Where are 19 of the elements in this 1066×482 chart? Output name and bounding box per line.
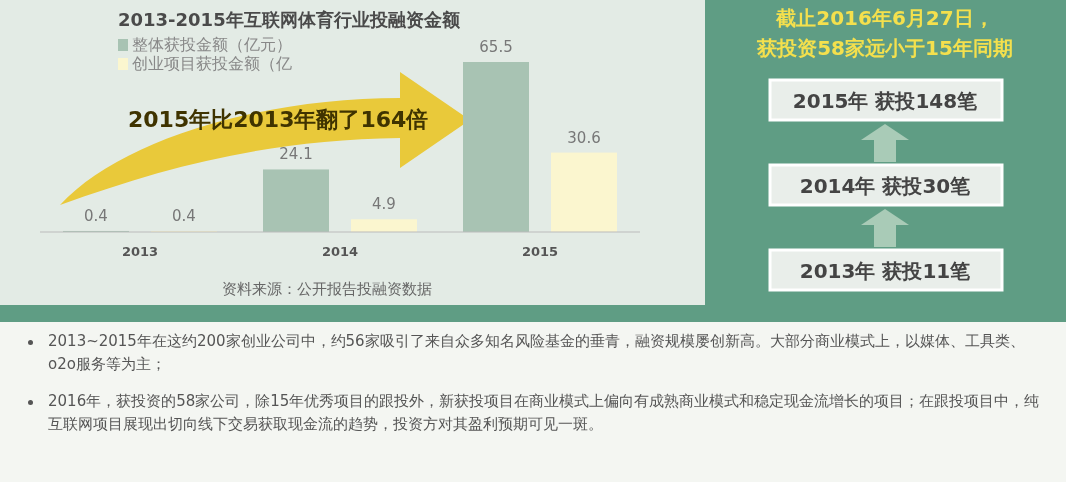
text: 截止2016年6月27日，获投资58家远小于15年同期	[756, 6, 1013, 60]
data-label: 0.4	[84, 206, 108, 225]
data-label: 0.4	[172, 206, 196, 225]
text: 2013~2015年在这约200家创业公司中，约56家吸引了来自众多知名风险基金的垂青，融资规模屡创新高。大部分商业模式上，以媒体、工具类、o2o服务等为主；	[48, 332, 1025, 373]
legend-label: 整体获投金额（亿元）	[132, 35, 292, 54]
text: 2014年 获投30笔	[799, 174, 971, 198]
data-label: 65.5	[479, 38, 513, 56]
x-tick-label: 2013	[121, 244, 159, 259]
data-label: 30.6	[567, 128, 601, 147]
data-label: 24.1	[279, 145, 313, 164]
text: 资料来源：公开报告投融资数据	[222, 280, 432, 298]
legend-label: 创业项目获投金额（亿	[132, 54, 292, 73]
chart-title: 2013-2015年互联网体育行业投融资金额	[118, 9, 461, 30]
text: 2016年，获投资的58家公司，除15年优秀项目的跟投外，新获投项目在商业模式上偏向有成熟商业模式和稳定现金流增长的项目；在跟投项目中，纯互联网项目展现出切向线下交易获取现金流的趋势，投资方对其盈利预期可见一斑。	[48, 392, 1040, 433]
text: 2013年 获投11笔	[799, 259, 971, 283]
x-tick-label: 2014	[321, 244, 359, 259]
data-label: 4.9	[372, 195, 396, 214]
text: 2015年 获投148笔	[792, 89, 978, 113]
x-tick-label: 2015	[521, 244, 559, 259]
